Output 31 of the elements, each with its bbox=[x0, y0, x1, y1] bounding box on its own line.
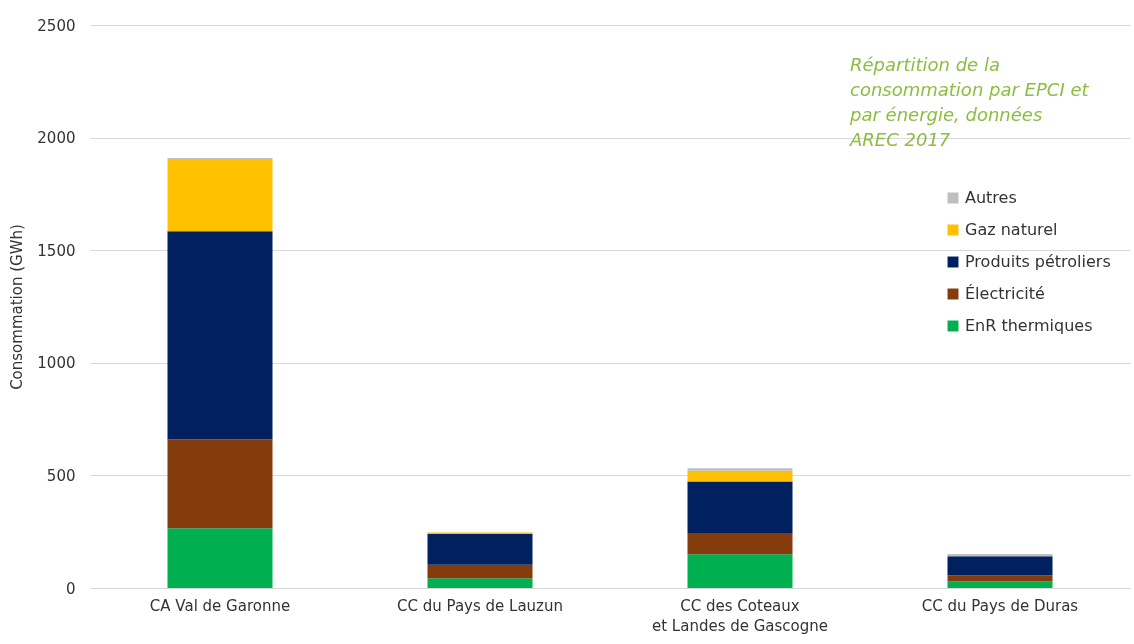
legend-label: Électricité bbox=[965, 284, 1045, 303]
y-tick-label: 0 bbox=[65, 579, 76, 598]
bar bbox=[687, 554, 793, 588]
y-axis-title: Consommation (GWh) bbox=[8, 224, 27, 390]
y-tick-label: 1500 bbox=[37, 241, 76, 260]
y-tick-label: 2000 bbox=[37, 129, 76, 148]
bar bbox=[947, 581, 1053, 588]
bar bbox=[947, 556, 1053, 576]
bar bbox=[167, 159, 273, 232]
annotation: Répartition de la consommation par EPCI et par énergie, données AREC 2017 bbox=[850, 53, 1090, 152]
bar bbox=[687, 481, 793, 534]
bar bbox=[427, 564, 533, 579]
x-tick-label: CA Val de Garonne bbox=[149, 596, 291, 615]
legend-label: EnR thermiques bbox=[965, 316, 1093, 335]
bar bbox=[167, 528, 273, 588]
legend-label: Gaz naturel bbox=[965, 220, 1058, 239]
bar bbox=[167, 231, 273, 440]
legend-label: Produits pétroliers bbox=[965, 252, 1111, 271]
x-tick-label: CC des Coteaux et Landes de Gascogne bbox=[651, 596, 829, 635]
bar bbox=[687, 468, 793, 471]
y-tick-label: 2500 bbox=[37, 16, 76, 35]
x-tick-label: CC du Pays de Duras bbox=[921, 596, 1079, 615]
bar bbox=[427, 578, 533, 588]
bar bbox=[687, 533, 793, 555]
y-tick-label: 1000 bbox=[37, 354, 76, 373]
y-tick-label: 500 bbox=[46, 466, 76, 485]
bar bbox=[167, 439, 273, 529]
legend-label: Autres bbox=[965, 188, 1017, 207]
bar bbox=[687, 470, 793, 482]
x-tick-label: CC du Pays de Lauzun bbox=[397, 596, 563, 615]
bar bbox=[427, 533, 533, 565]
